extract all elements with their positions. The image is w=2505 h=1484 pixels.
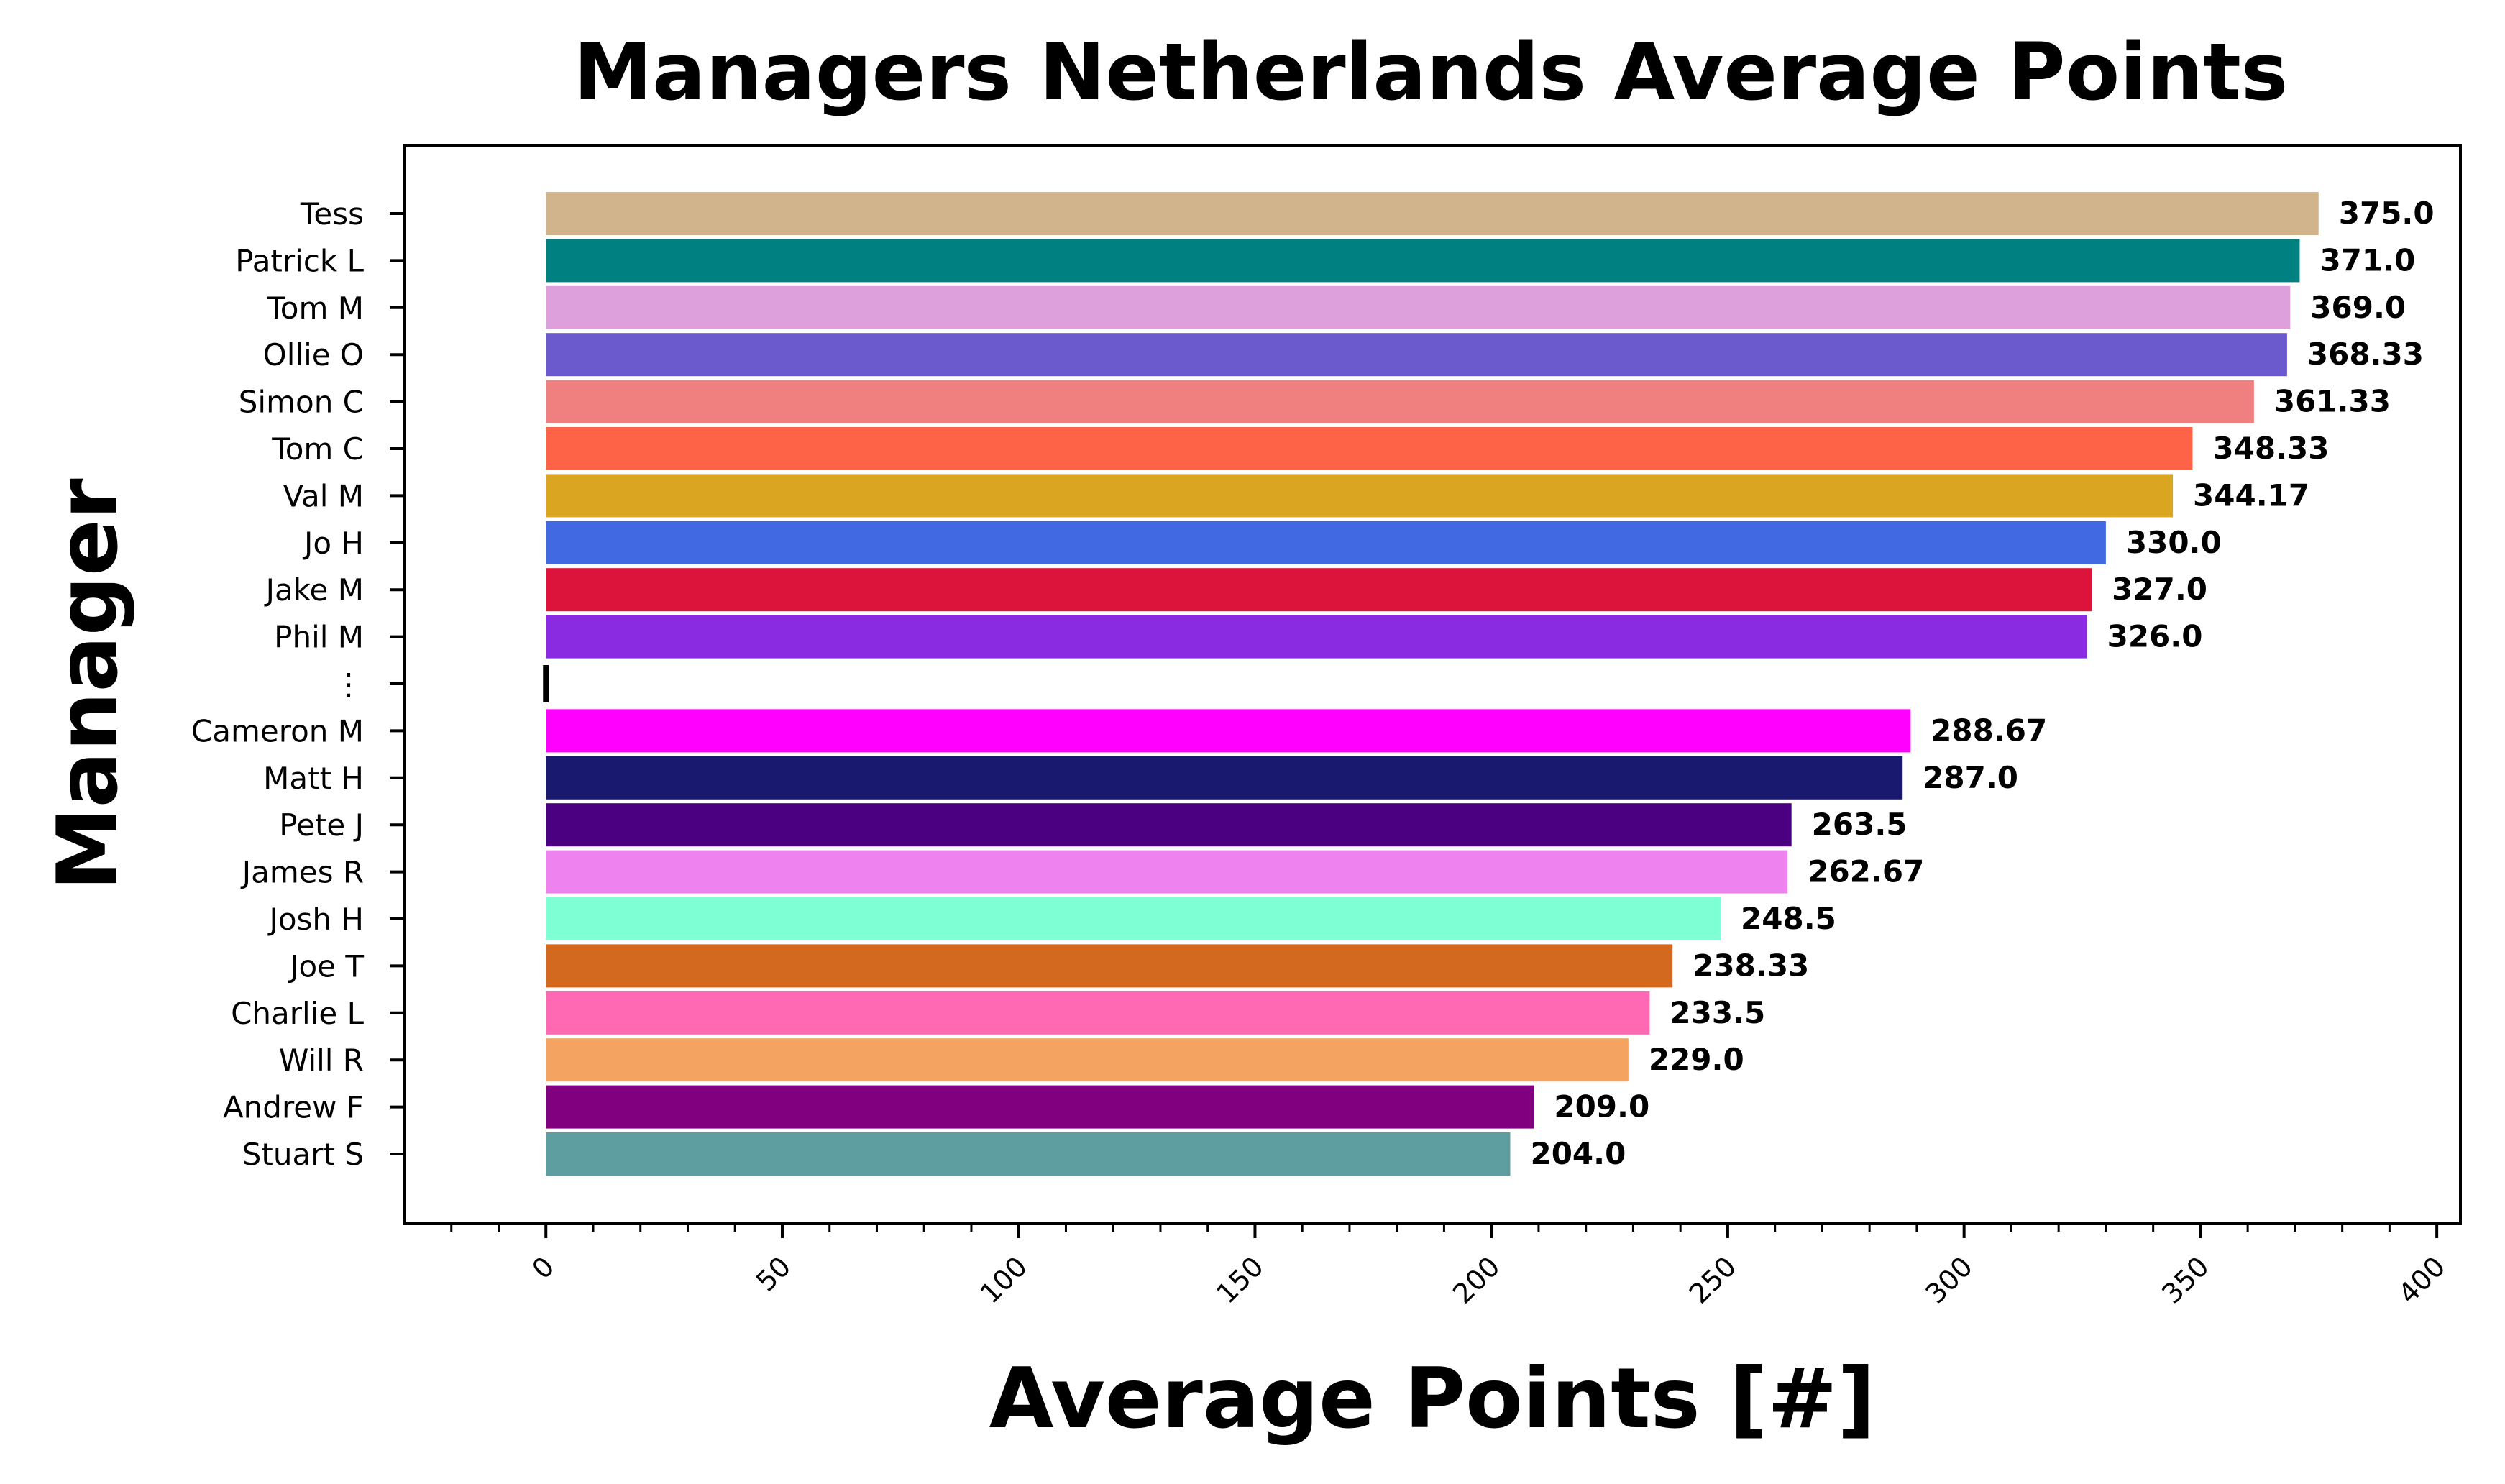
bar-tess <box>546 192 2319 235</box>
y-axis-ticks: Tess Patrick L Tom M Ollie O Simon C Tom C Val… <box>191 196 404 1172</box>
bar-cameron-m <box>546 709 1911 753</box>
bar-jake-m <box>546 568 2092 612</box>
y-tick-label-tess: Tess <box>300 196 364 232</box>
y-tick-label-matt-h: Matt H <box>263 761 364 796</box>
y-tick-label-val-m: Val M <box>283 478 364 513</box>
x-axis-label: Average Points [#] <box>989 1350 1876 1447</box>
x-tick-label-100: 100 <box>974 1250 1033 1309</box>
x-tick-label-200: 200 <box>1447 1250 1506 1309</box>
bar-separator <box>543 665 549 702</box>
bar-will-r <box>546 1038 1629 1082</box>
bar-james-r <box>546 850 1788 894</box>
bar-patrick-l <box>546 239 2300 283</box>
x-tick-label-250: 250 <box>1683 1250 1742 1309</box>
y-tick-label-jo-h: Jo H <box>302 526 364 561</box>
y-tick-label-pete-j: Pete J <box>279 807 364 843</box>
value-label-tom-m: 369.0 <box>2310 290 2406 325</box>
bar-ollie-o <box>546 333 2287 377</box>
x-tick-label-400: 400 <box>2392 1250 2451 1309</box>
bar-pete-j <box>546 803 1792 847</box>
value-label-tess: 375.0 <box>2339 196 2435 231</box>
value-label-joe-t: 238.33 <box>1693 948 1809 983</box>
y-tick-label-josh-h: Josh H <box>267 902 364 937</box>
chart-title: Managers Netherlands Average Points <box>574 26 2289 118</box>
value-label-james-r: 262.67 <box>1808 854 1924 889</box>
bar-jo-h <box>546 521 2106 564</box>
y-tick-label-phil-m: Phil M <box>274 620 364 655</box>
bar-andrew-f <box>546 1085 1534 1129</box>
bar-val-m <box>546 474 2174 518</box>
bars-group: 375.0 371.0 369.0 368.33 361.33 348.33 344.17 3… <box>543 192 2435 1176</box>
y-tick-label-ellipsis: ⋮ <box>334 667 364 702</box>
y-tick-label-james-r: James R <box>240 855 364 890</box>
value-label-josh-h: 248.5 <box>1741 901 1836 936</box>
value-label-cameron-m: 288.67 <box>1931 713 2047 748</box>
value-label-simon-c: 361.33 <box>2274 384 2391 419</box>
bar-josh-h <box>546 897 1721 940</box>
value-label-pete-j: 263.5 <box>1812 807 1908 842</box>
x-tick-label-350: 350 <box>2156 1250 2215 1309</box>
y-tick-label-jake-m: Jake M <box>264 572 364 608</box>
y-tick-label-ollie-o: Ollie O <box>263 337 364 372</box>
y-tick-label-charlie-l: Charlie L <box>231 996 364 1031</box>
y-tick-label-tom-c: Tom C <box>271 431 364 467</box>
x-tick-label-300: 300 <box>1920 1250 1979 1309</box>
value-label-ollie-o: 368.33 <box>2307 336 2424 372</box>
value-label-patrick-l: 371.0 <box>2319 242 2415 278</box>
y-tick-label-will-r: Will R <box>279 1043 364 1078</box>
value-label-jake-m: 327.0 <box>2112 572 2207 607</box>
y-axis-label: Manager <box>40 478 137 891</box>
value-label-will-r: 229.0 <box>1649 1042 1744 1077</box>
y-tick-label-patrick-l: Patrick L <box>235 243 364 278</box>
y-tick-label-joe-t: Joe T <box>288 948 364 984</box>
bar-charlie-l <box>546 991 1650 1035</box>
value-label-stuart-s: 204.0 <box>1530 1136 1626 1171</box>
value-label-tom-c: 348.33 <box>2212 431 2329 466</box>
value-label-charlie-l: 233.5 <box>1670 995 1765 1030</box>
bar-matt-h <box>546 756 1903 800</box>
value-label-jo-h: 330.0 <box>2126 525 2222 560</box>
value-label-phil-m: 326.0 <box>2107 619 2203 654</box>
y-tick-label-andrew-f: Andrew F <box>223 1090 364 1125</box>
bar-stuart-s <box>546 1132 1511 1176</box>
y-tick-label-cameron-m: Cameron M <box>191 713 364 748</box>
bar-phil-m <box>546 615 2087 659</box>
y-tick-label-simon-c: Simon C <box>239 385 364 420</box>
x-tick-label-0: 0 <box>526 1250 560 1285</box>
value-label-andrew-f: 209.0 <box>1554 1089 1649 1125</box>
y-tick-label-tom-m: Tom M <box>266 290 364 326</box>
value-label-val-m: 344.17 <box>2193 477 2309 513</box>
bar-simon-c <box>546 380 2254 423</box>
bar-tom-m <box>546 285 2291 329</box>
x-tick-label-150: 150 <box>1210 1250 1269 1309</box>
bar-joe-t <box>546 944 1673 988</box>
x-tick-label-50: 50 <box>750 1250 797 1297</box>
y-tick-label-stuart-s: Stuart S <box>242 1137 364 1172</box>
value-label-matt-h: 287.0 <box>1923 760 2018 795</box>
bar-tom-c <box>546 427 2193 470</box>
x-axis-ticks: 0 50 100 150 200 250 300 350 400 <box>450 1224 2451 1310</box>
